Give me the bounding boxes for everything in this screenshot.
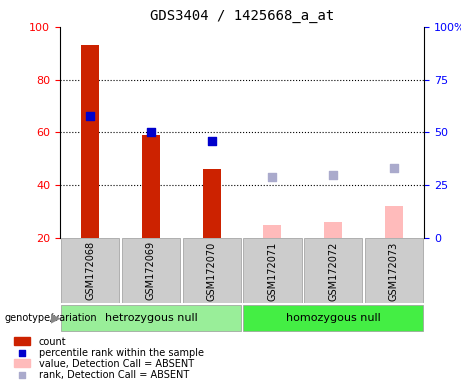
Text: GSM172068: GSM172068 (85, 242, 95, 300)
Bar (324, 222, 342, 238)
Text: GSM172070: GSM172070 (207, 242, 217, 301)
Bar (243, 305, 423, 331)
Text: count: count (39, 336, 66, 346)
Text: genotype/variation: genotype/variation (5, 313, 97, 323)
Bar (14, 359, 30, 367)
Point (329, 172, 337, 178)
Bar (61, 305, 241, 331)
Text: GSM172071: GSM172071 (267, 242, 278, 301)
Text: GSM172072: GSM172072 (328, 242, 338, 301)
Bar (122, 238, 180, 303)
Text: rank, Detection Call = ABSENT: rank, Detection Call = ABSENT (39, 370, 189, 380)
Bar (183, 238, 241, 303)
Bar (365, 238, 423, 303)
Bar (384, 207, 403, 238)
Point (390, 165, 397, 171)
Bar (202, 169, 221, 238)
Point (87, 113, 94, 119)
Text: GSM172073: GSM172073 (389, 242, 399, 301)
Point (208, 138, 215, 144)
Bar (304, 238, 362, 303)
Bar (263, 225, 282, 238)
Bar (81, 45, 100, 238)
Bar (142, 135, 160, 238)
Point (18, 349, 25, 356)
Bar (61, 238, 119, 303)
Point (269, 174, 276, 180)
Point (18, 372, 25, 378)
Bar (243, 238, 301, 303)
Text: value, Detection Call = ABSENT: value, Detection Call = ABSENT (39, 359, 194, 369)
Bar (14, 337, 30, 345)
Text: ▶: ▶ (51, 311, 60, 324)
Text: GSM172069: GSM172069 (146, 242, 156, 300)
Point (148, 129, 155, 136)
Text: homozygous null: homozygous null (286, 313, 380, 323)
Text: hetrozygous null: hetrozygous null (105, 313, 197, 323)
Text: percentile rank within the sample: percentile rank within the sample (39, 348, 204, 358)
Title: GDS3404 / 1425668_a_at: GDS3404 / 1425668_a_at (150, 9, 334, 23)
